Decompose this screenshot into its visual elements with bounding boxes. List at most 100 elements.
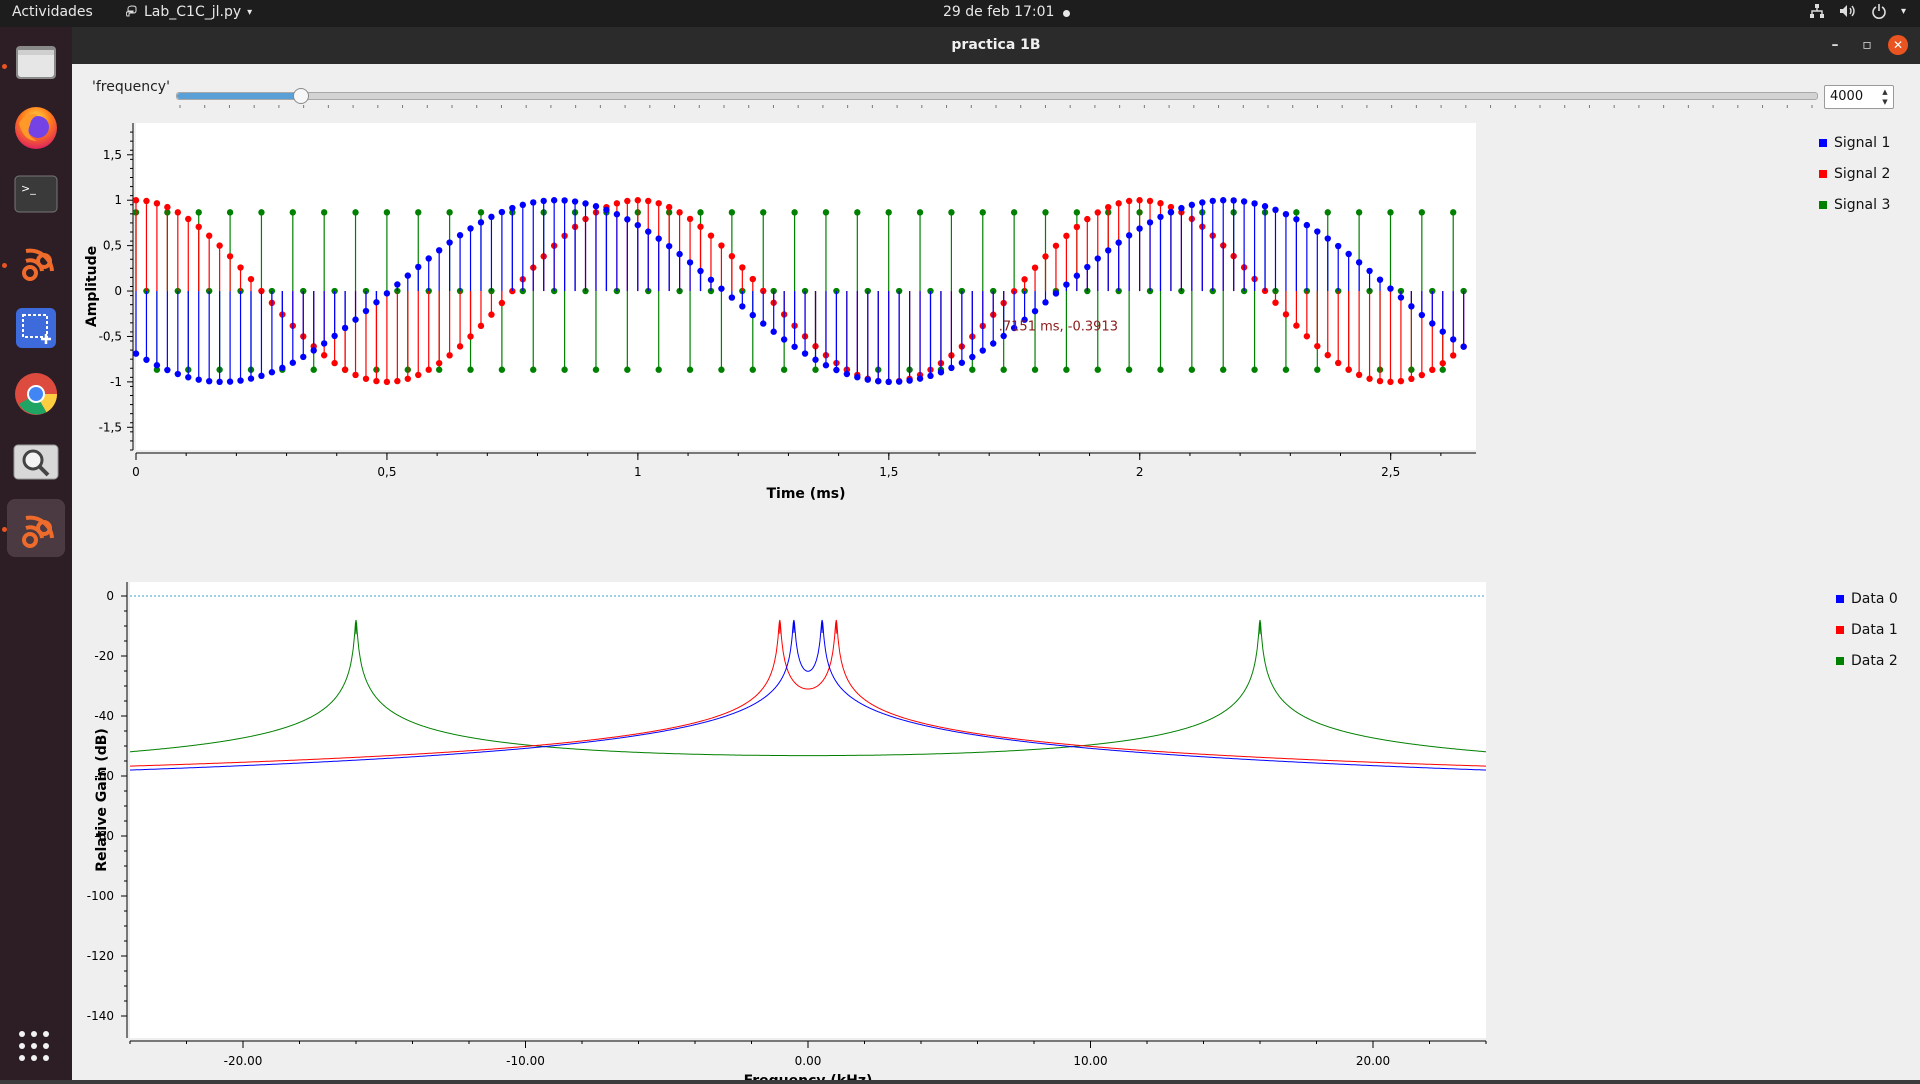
clock[interactable]: 29 de feb 17:01	[943, 4, 1055, 20]
stem-marker	[1125, 197, 1133, 205]
stem-marker	[1408, 375, 1415, 383]
slider-handle[interactable]	[293, 88, 309, 104]
stem-marker	[1314, 342, 1321, 350]
dock-item-terminal[interactable]: >_	[7, 165, 65, 223]
stem-marker	[1167, 203, 1175, 211]
stem-marker	[519, 201, 526, 209]
stem-marker	[258, 372, 265, 380]
stem-marker	[341, 324, 349, 332]
time-domain-plot[interactable]: 1,5 1 0,5 0 -0,5 -1 -1,5 0 0,5 1 1,5 2 2,5 Time (ms) A…	[72, 117, 1920, 577]
terminal-icon: >_	[14, 175, 58, 213]
stem-marker	[1052, 290, 1060, 297]
screenshot-icon	[16, 308, 56, 348]
stem-marker	[289, 209, 297, 216]
stem-marker	[1209, 197, 1216, 205]
stem-marker	[1010, 209, 1018, 216]
stem-marker	[435, 247, 443, 254]
time-plot-svg[interactable]: 1,5 1 0,5 0 -0,5 -1 -1,5 0 0,5 1 1,5 2 2,5 Time (ms) A…	[72, 117, 1920, 577]
maximize-icon[interactable]: ▫	[1862, 37, 1872, 53]
frequency-slider[interactable]	[176, 88, 1818, 104]
stem-marker	[226, 378, 234, 385]
stem-marker	[1303, 333, 1311, 340]
dock-item-firefox[interactable]	[7, 99, 65, 157]
stem-marker	[1376, 276, 1384, 283]
stem-marker	[665, 242, 673, 250]
stem-marker	[132, 350, 140, 357]
chevron-down-icon[interactable]: ▾	[1900, 5, 1906, 17]
x-tick-label: -20.00	[224, 1054, 263, 1068]
legend-signal-3[interactable]: Signal 3	[1819, 189, 1890, 220]
legend-signal-1[interactable]: Signal 1	[1819, 127, 1890, 158]
title-bar[interactable]: practica 1B – ▫ ✕	[72, 27, 1920, 64]
frequency-spinbox[interactable]: 4000 ▲ ▼	[1824, 85, 1894, 109]
stem-marker	[1418, 209, 1426, 216]
x-axis-label: Time (ms)	[766, 486, 845, 502]
legend-data-0[interactable]: Data 0	[1836, 583, 1898, 614]
freq-legend: Data 0 Data 1 Data 2	[1836, 583, 1898, 676]
running-indicator	[2, 263, 7, 268]
stem-marker	[1429, 320, 1436, 327]
stem-marker	[760, 287, 767, 295]
stem-marker	[1355, 259, 1363, 266]
stem-marker	[1146, 219, 1154, 226]
frequency-domain-plot[interactable]: 0 -20 -40 -60 -80 -100 -120 -140 -20.00 -10.00 0.0…	[72, 582, 1920, 1084]
stem-marker	[1450, 352, 1457, 359]
stem-marker	[1220, 197, 1227, 204]
network-icon[interactable]	[1809, 3, 1825, 19]
minimize-icon[interactable]: –	[1831, 37, 1839, 53]
apps-grid-icon[interactable]	[18, 1030, 50, 1062]
stem-marker	[1157, 366, 1164, 373]
stem-marker	[760, 320, 767, 327]
stem-marker	[1460, 343, 1467, 350]
stem-marker	[812, 366, 819, 373]
legend-swatch	[1819, 138, 1827, 147]
stem-marker	[550, 287, 558, 295]
stem-marker	[885, 378, 892, 386]
activities-button[interactable]: Actividades	[12, 4, 93, 20]
spin-up-icon[interactable]: ▲	[1882, 88, 1888, 96]
stem-marker	[1125, 232, 1133, 239]
dock-item-files[interactable]	[7, 33, 65, 91]
stem-marker	[1136, 197, 1143, 204]
stem-marker	[1251, 366, 1258, 373]
dock-item-gnuradio-running[interactable]	[7, 499, 65, 557]
freq-plot-svg[interactable]: 0 -20 -40 -60 -80 -100 -120 -140 -20.00 -10.00 0.0…	[72, 582, 1920, 1084]
x-tick-label: 1	[634, 465, 642, 479]
stem-marker	[446, 352, 453, 359]
legend-signal-2[interactable]: Signal 2	[1819, 158, 1890, 189]
stem-marker	[164, 203, 171, 211]
y-tick-label: -140	[87, 1009, 114, 1023]
power-icon[interactable]	[1871, 3, 1887, 19]
stem-marker	[990, 340, 997, 347]
stem-marker	[634, 197, 641, 204]
stem-marker	[1439, 366, 1446, 373]
stem-marker	[1240, 287, 1248, 295]
frequency-value[interactable]: 4000	[1830, 89, 1864, 104]
window-title: practica 1B	[951, 37, 1041, 53]
x-tick-label: 10.00	[1073, 1054, 1107, 1068]
legend-data-2[interactable]: Data 2	[1836, 645, 1898, 676]
stem-marker	[749, 366, 756, 373]
stem-marker	[216, 242, 223, 249]
legend-data-1[interactable]: Data 1	[1836, 614, 1898, 645]
stem-marker	[1188, 201, 1196, 209]
volume-icon[interactable]	[1839, 3, 1857, 19]
chrome-icon	[15, 373, 58, 415]
stem-marker	[916, 375, 924, 382]
stem-marker	[352, 209, 359, 216]
stem-marker	[425, 255, 432, 262]
stem-marker	[195, 209, 202, 216]
dock-item-gnuradio[interactable]	[7, 232, 65, 290]
dock-item-image-viewer[interactable]	[7, 432, 65, 490]
stem-marker	[1000, 332, 1007, 340]
dock-item-chrome[interactable]	[7, 365, 65, 423]
stem-marker	[1220, 366, 1227, 373]
system-tray[interactable]: ▾	[1809, 3, 1906, 19]
gnuradio-icon	[22, 515, 54, 548]
app-menu[interactable]: Lab_C1C_jl.py ▾	[126, 4, 252, 20]
stem-marker	[948, 209, 955, 216]
dock-item-screenshot[interactable]	[7, 299, 65, 357]
close-icon[interactable]: ✕	[1888, 35, 1908, 55]
stem-marker	[770, 328, 777, 335]
spin-down-icon[interactable]: ▼	[1882, 98, 1888, 106]
